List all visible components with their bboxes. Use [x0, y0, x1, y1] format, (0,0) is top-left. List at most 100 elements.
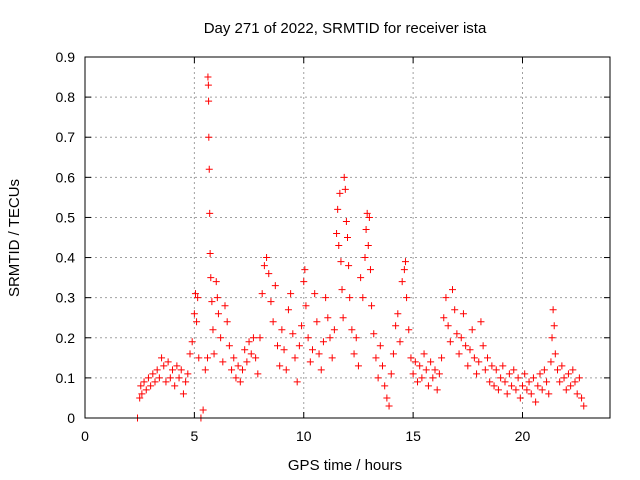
data-point: [194, 294, 202, 302]
x-tick-label: 10: [296, 428, 312, 444]
data-point: [466, 346, 474, 354]
data-point: [338, 286, 346, 294]
data-point: [383, 394, 391, 402]
data-point: [525, 378, 533, 386]
data-point: [457, 334, 465, 342]
data-point: [550, 322, 558, 330]
data-point: [228, 366, 236, 374]
y-tick-label: 0.8: [56, 89, 76, 105]
data-point: [249, 334, 257, 342]
data-point: [205, 133, 213, 141]
data-point: [444, 322, 452, 330]
data-point: [206, 250, 214, 258]
data-point: [534, 382, 542, 390]
data-point: [346, 294, 354, 302]
data-point: [322, 294, 330, 302]
data-point: [182, 378, 190, 386]
data-point: [505, 370, 513, 378]
data-point: [396, 338, 404, 346]
data-point: [166, 374, 174, 382]
data-point: [160, 362, 168, 370]
data-point: [217, 334, 225, 342]
data-point: [236, 378, 244, 386]
data-point: [284, 306, 292, 314]
data-point: [258, 290, 266, 298]
data-point: [188, 338, 196, 346]
data-point: [368, 302, 376, 310]
data-point: [362, 225, 370, 233]
data-point: [212, 278, 220, 286]
data-point: [401, 258, 409, 266]
data-point: [317, 366, 325, 374]
data-point: [175, 374, 183, 382]
data-point: [545, 390, 553, 398]
data-point: [319, 338, 327, 346]
data-point: [234, 362, 242, 370]
data-point: [532, 398, 540, 406]
data-point: [405, 326, 413, 334]
data-point: [330, 326, 338, 334]
data-point: [516, 394, 524, 402]
data-point: [225, 342, 233, 350]
data-point: [551, 350, 559, 358]
data-point: [309, 346, 316, 354]
data-point: [488, 362, 496, 370]
data-point: [372, 354, 380, 362]
data-point: [484, 354, 491, 362]
data-point: [451, 306, 459, 314]
data-point: [254, 370, 262, 378]
y-tick-label: 0.6: [56, 169, 76, 185]
data-point: [210, 350, 218, 358]
data-points: [134, 73, 588, 422]
data-point: [501, 378, 509, 386]
data-point: [387, 370, 395, 378]
data-point: [510, 366, 518, 374]
data-point: [573, 390, 581, 398]
data-point: [169, 366, 176, 374]
data-point: [204, 73, 212, 81]
data-point: [418, 374, 426, 382]
data-point: [186, 350, 194, 358]
data-point: [440, 314, 448, 322]
data-point: [239, 366, 246, 374]
data-point: [381, 382, 389, 390]
data-point: [204, 81, 212, 89]
data-point: [301, 266, 309, 274]
data-point: [304, 334, 312, 342]
data-point: [468, 326, 476, 334]
data-point: [335, 242, 343, 250]
data-point: [280, 346, 288, 354]
data-point: [433, 386, 441, 394]
data-point: [562, 386, 570, 394]
data-point: [195, 354, 203, 362]
data-point: [374, 374, 382, 382]
x-tick-label: 20: [515, 428, 531, 444]
y-tick-label: 0.1: [56, 370, 76, 386]
data-point: [142, 386, 150, 394]
data-point: [411, 358, 419, 366]
data-point: [205, 165, 213, 173]
chart-title: Day 271 of 2022, SRMTID for receiver ist…: [204, 20, 487, 37]
data-point: [438, 354, 446, 362]
data-point: [256, 334, 264, 342]
data-point: [293, 378, 301, 386]
data-point: [348, 326, 356, 334]
y-tick-label: 0.3: [56, 290, 76, 306]
data-point: [153, 366, 161, 374]
data-point: [543, 378, 551, 386]
data-point: [207, 274, 215, 282]
data-point: [435, 370, 443, 378]
data-point: [311, 290, 319, 298]
plot-frame: [84, 56, 611, 419]
data-point: [144, 374, 152, 382]
data-point: [140, 378, 148, 386]
data-point: [580, 402, 588, 410]
data-point: [263, 254, 271, 262]
data-point: [352, 334, 360, 342]
data-point: [385, 402, 393, 410]
data-point: [571, 378, 579, 386]
data-point: [245, 338, 253, 346]
x-tick-label: 5: [190, 428, 198, 444]
data-point: [486, 378, 494, 386]
data-point: [527, 390, 535, 398]
